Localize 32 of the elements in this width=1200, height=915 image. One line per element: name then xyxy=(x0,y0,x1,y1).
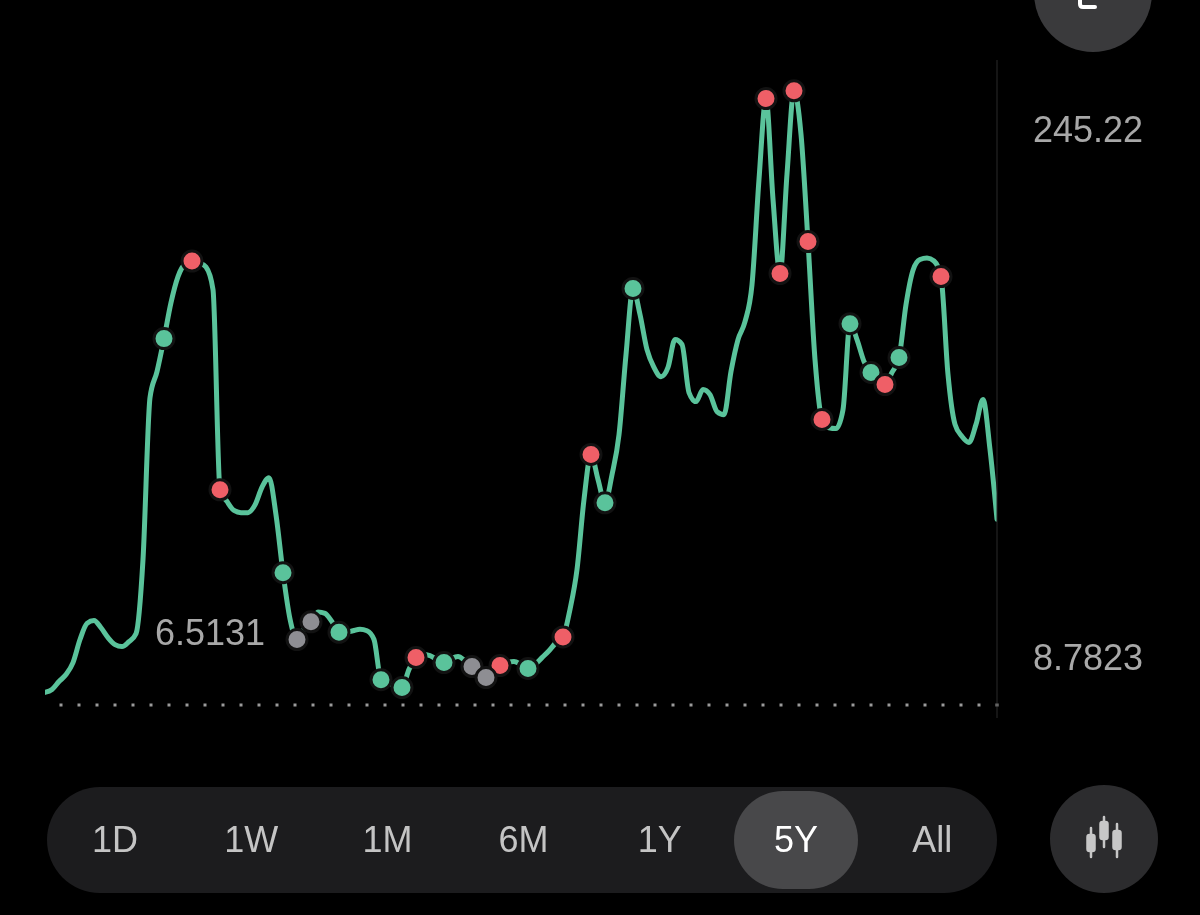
point xyxy=(488,654,512,678)
point xyxy=(369,668,393,692)
point xyxy=(810,407,834,431)
point xyxy=(754,87,778,111)
point xyxy=(887,346,911,370)
point xyxy=(873,373,897,397)
point xyxy=(796,230,820,254)
point xyxy=(404,646,428,670)
point xyxy=(271,561,295,585)
point xyxy=(285,628,309,652)
point xyxy=(579,442,603,466)
y-tick-label: 8.7823 xyxy=(1033,637,1144,679)
point xyxy=(208,478,232,502)
point xyxy=(859,360,883,384)
point xyxy=(768,262,792,286)
point xyxy=(474,666,498,690)
point xyxy=(327,620,351,644)
point xyxy=(593,491,617,515)
range-selector: 1D 1W 1M 6M 1Y 5Y All xyxy=(47,787,997,893)
point xyxy=(621,276,645,300)
point xyxy=(390,676,414,700)
point xyxy=(152,327,176,351)
point xyxy=(516,656,540,680)
point xyxy=(551,625,575,649)
point xyxy=(299,610,323,634)
y-tick-label: 245.22 xyxy=(1033,109,1144,151)
point xyxy=(782,79,806,103)
point xyxy=(180,249,204,273)
point xyxy=(432,651,456,675)
ref-line-label: 6.5131 xyxy=(155,611,266,653)
point xyxy=(929,265,953,289)
point xyxy=(838,312,862,336)
